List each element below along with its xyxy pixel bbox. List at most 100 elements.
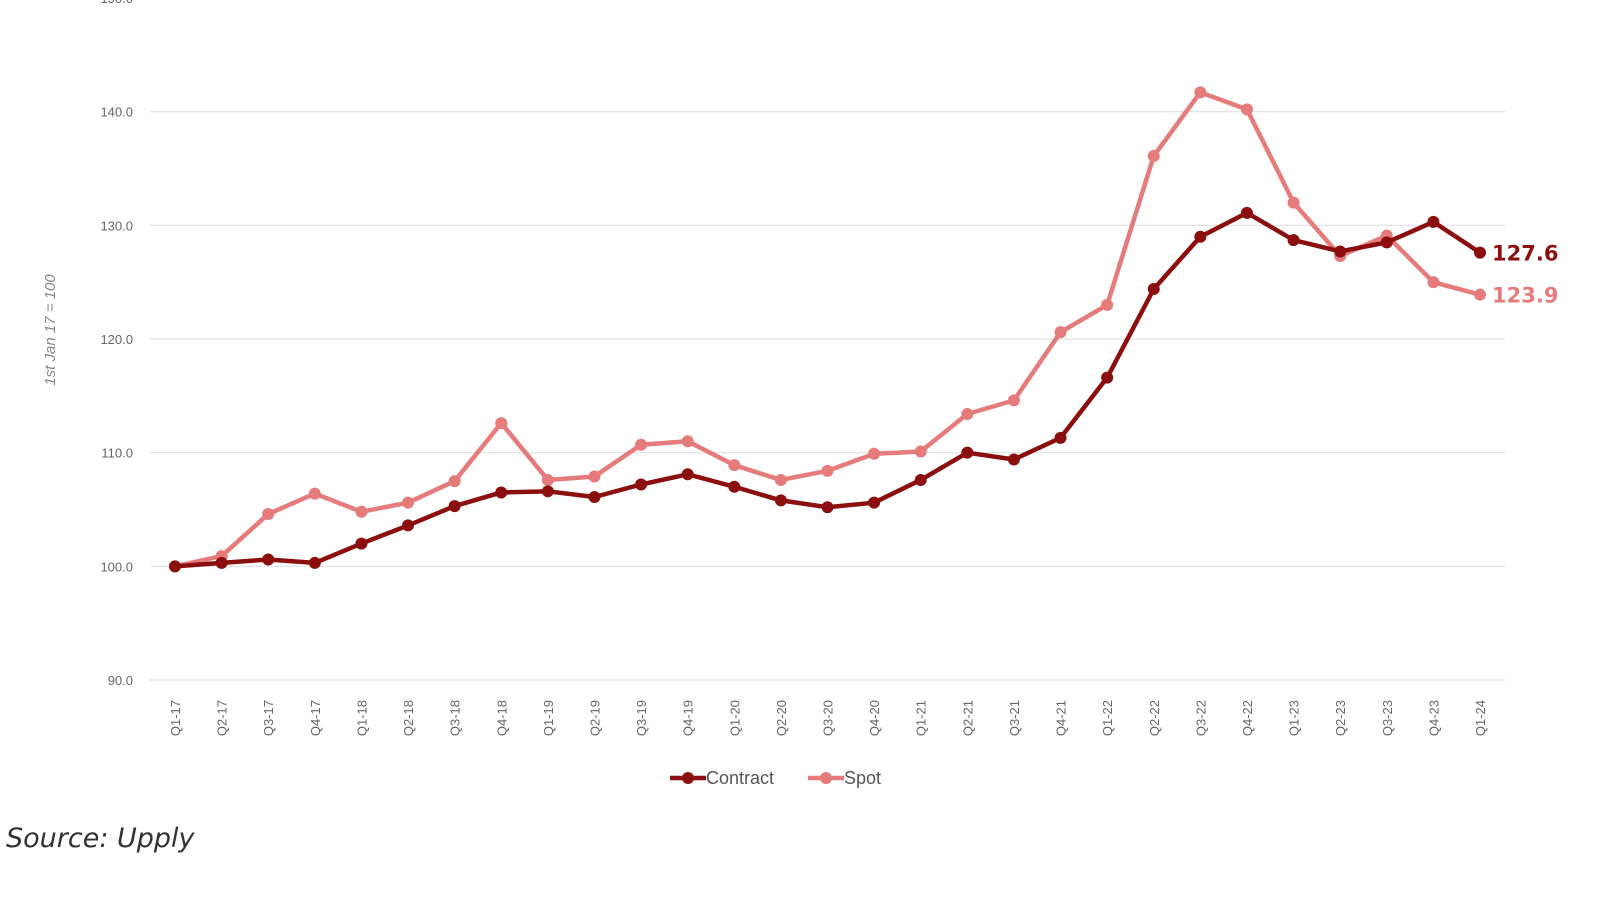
data-point (1194, 86, 1207, 99)
data-point (495, 486, 508, 499)
data-point (169, 560, 181, 573)
data-point (588, 470, 601, 483)
data-point (308, 556, 321, 569)
x-tick-label: Q1-22 (1100, 700, 1115, 736)
x-tick-label: Q3-21 (1007, 700, 1022, 736)
data-point (541, 473, 554, 486)
data-point (1287, 196, 1300, 209)
data-point (402, 496, 415, 509)
series-line (172, 90, 1483, 569)
data-point (541, 485, 554, 498)
x-tick-label: Q2-20 (774, 700, 789, 736)
data-point (728, 480, 741, 493)
data-point (262, 553, 275, 566)
data-point (635, 438, 648, 451)
series-line (172, 210, 1483, 569)
data-point (1147, 149, 1160, 162)
x-tick-label: Q2-18 (401, 700, 416, 736)
x-tick-label: Q4-21 (1054, 700, 1069, 736)
data-point (588, 490, 601, 503)
data-point (448, 475, 461, 488)
data-point (1147, 282, 1160, 295)
x-tick-label: Q4-22 (1240, 700, 1255, 736)
x-tick-label: Q4-20 (867, 700, 882, 736)
x-tick-label: Q3-23 (1380, 700, 1395, 736)
x-tick-label: Q1-21 (914, 700, 929, 736)
data-point (774, 473, 787, 486)
data-point (495, 417, 508, 430)
data-point (681, 468, 694, 481)
data-point (448, 500, 461, 513)
x-tick-label: Q1-18 (354, 700, 369, 736)
legend-marker (682, 772, 694, 784)
x-tick-label: Q2-17 (215, 700, 230, 736)
series-lines (169, 86, 1486, 573)
x-tick-label: Q2-23 (1333, 700, 1348, 736)
data-point (262, 508, 275, 521)
data-point (1194, 230, 1207, 243)
data-point (1240, 103, 1253, 116)
x-tick-label: Q3-18 (448, 700, 463, 736)
legend-marker (820, 772, 832, 784)
data-point (1334, 245, 1347, 258)
end-labels: 127.6 123.9 (1492, 242, 1558, 308)
y-tick-label: 100.0 (100, 559, 133, 574)
end-label-spot: 123.9 (1492, 284, 1558, 308)
data-point (1101, 298, 1114, 311)
data-point (635, 478, 648, 491)
x-tick-label: Q2-22 (1147, 700, 1162, 736)
data-point (215, 556, 228, 569)
data-point (868, 496, 881, 509)
legend: Contract Spot (670, 768, 881, 788)
x-tick-label: Q3-22 (1193, 700, 1208, 736)
legend-label: Spot (844, 768, 881, 788)
y-tick-label: 120.0 (100, 332, 133, 347)
x-tick-label: Q1-23 (1287, 700, 1302, 736)
y-tick-label: 150.0 (100, 0, 133, 6)
series-contract (169, 206, 1486, 573)
x-tick-label: Q2-21 (960, 700, 975, 736)
source-note: Source: Upply (6, 823, 195, 854)
y-tick-label: 110.0 (101, 446, 133, 461)
x-tick-label: Q1-24 (1473, 700, 1488, 736)
series-spot (169, 86, 1486, 573)
data-point (308, 487, 321, 500)
x-tick-label: Q1-19 (541, 700, 556, 736)
y-tick-label: 130.0 (100, 218, 133, 233)
data-point (821, 501, 834, 514)
x-tick-label: Q2-19 (587, 700, 602, 736)
x-tick-label: Q1-20 (727, 700, 742, 736)
data-point (681, 435, 694, 448)
data-point (402, 519, 415, 532)
x-tick-label: Q3-20 (821, 700, 836, 736)
gridlines (150, 111, 1505, 681)
data-point (914, 445, 927, 458)
legend-label: Contract (706, 768, 774, 788)
data-point (1474, 246, 1486, 259)
legend-item-spot: Spot (808, 768, 881, 788)
data-point (821, 464, 834, 477)
data-point (914, 473, 927, 486)
x-tick-label: Q3-17 (261, 700, 276, 736)
y-tick-label: 90.0 (108, 673, 133, 688)
data-point (1427, 276, 1440, 289)
data-point (728, 459, 741, 472)
x-tick-label: Q4-18 (494, 700, 509, 736)
data-point (1287, 234, 1300, 247)
data-point (355, 537, 368, 550)
legend-item-contract: Contract (670, 768, 774, 788)
x-tick-label: Q3-19 (634, 700, 649, 736)
data-point (961, 446, 974, 459)
data-point (1380, 236, 1393, 249)
y-tick-label: 140.0 (100, 105, 133, 120)
data-point (1240, 206, 1253, 219)
x-tick-label: Q4-17 (308, 700, 323, 736)
x-tick-label: Q1-17 (168, 700, 183, 736)
data-point (961, 408, 974, 421)
data-point (1101, 371, 1114, 384)
data-point (868, 447, 881, 460)
x-axis-ticks: Q1-17 Q2-17 Q3-17 Q4-17 Q1-18 Q2-18 Q3-18 Q4-18… (168, 700, 1488, 736)
x-tick-label: Q4-19 (681, 700, 696, 736)
data-point (1007, 453, 1020, 466)
